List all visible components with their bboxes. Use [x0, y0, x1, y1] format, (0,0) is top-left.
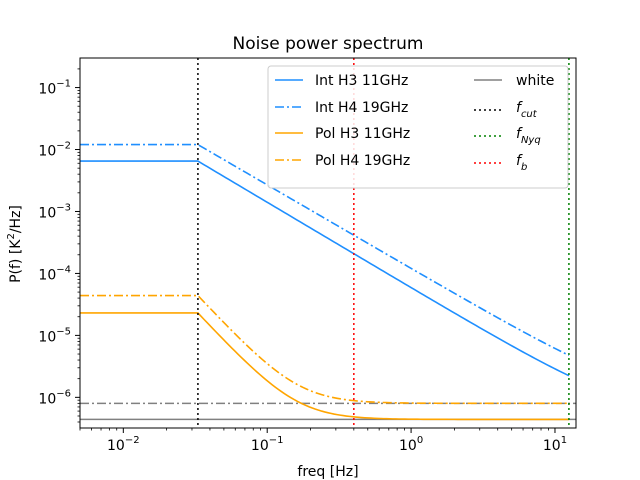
- chart-title: Noise power spectrum: [233, 34, 424, 54]
- legend-label: Int H3 11GHz: [315, 73, 408, 89]
- legend-label: fcut: [516, 100, 538, 120]
- y-axis-label-main: P(f) [K: [8, 239, 24, 283]
- series-line-4: [80, 294, 569, 405]
- legend-label: Int H4 19GHz: [315, 100, 408, 116]
- x-tick-label: 10−1: [251, 435, 284, 454]
- legend-label: Pol H3 11GHz: [315, 126, 410, 142]
- legend-label: fNyq: [516, 126, 541, 146]
- y-tick-label: 10−3: [38, 202, 71, 221]
- y-axis-label: P(f) [K2/Hz]: [6, 205, 24, 283]
- axis-ticks: 10−2 10−1 100 101 10−6 10−5 10−4 10−3 10−2 10−1: [38, 68, 567, 454]
- series-line-2: [80, 143, 570, 357]
- y-axis-label-sup: 2: [6, 233, 17, 239]
- plot-area: [80, 58, 576, 428]
- series-line-3: [80, 312, 569, 421]
- y-tick-label: 10−1: [38, 79, 71, 98]
- x-tick-label: 10−2: [107, 435, 140, 454]
- y-tick-label: 10−5: [38, 326, 71, 345]
- y-tick-label: 10−2: [38, 141, 71, 160]
- y-tick-label: 10−4: [38, 264, 71, 283]
- y-axis-label-tail: /Hz]: [8, 205, 24, 233]
- plot-frame: [79, 57, 577, 429]
- legend-label: Pol H4 19GHz: [315, 153, 410, 169]
- x-tick-label: 101: [543, 435, 567, 454]
- series-line-1: [80, 160, 570, 377]
- x-tick-label: 100: [399, 435, 423, 454]
- y-tick-label: 10−6: [38, 388, 71, 407]
- legend-label: white: [516, 73, 554, 89]
- legend-box: [267, 65, 569, 189]
- legend-label: fb: [516, 153, 527, 173]
- x-axis-label: freq [Hz]: [297, 464, 358, 480]
- legend: Int H3 11GHz Int H4 19GHz Pol H3 11GHz Pol …: [267, 65, 569, 189]
